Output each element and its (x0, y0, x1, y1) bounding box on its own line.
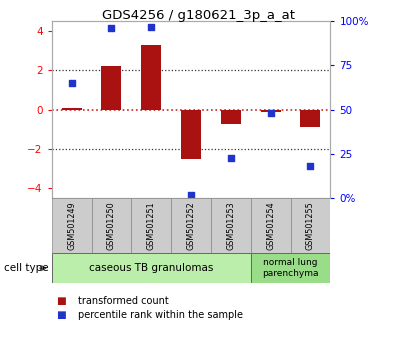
Bar (52, 198, 92, 253)
Bar (141, 45, 161, 110)
Point (68, 80, 75, 86)
Point (228, 155, 234, 160)
Text: GSM501255: GSM501255 (306, 201, 315, 250)
Text: caseous TB granulomas: caseous TB granulomas (89, 263, 213, 273)
Text: GSM501251: GSM501251 (147, 201, 156, 250)
Text: ■: ■ (56, 310, 65, 320)
Bar (261, 110, 281, 112)
Bar (92, 198, 131, 253)
Text: GSM501249: GSM501249 (67, 201, 76, 250)
Bar (131, 198, 171, 253)
Bar (251, 198, 291, 253)
Bar (62, 108, 82, 110)
Text: normal lung
parenchyma: normal lung parenchyma (262, 258, 319, 278)
Bar (211, 198, 251, 253)
Bar (291, 198, 330, 253)
Text: percentile rank within the sample: percentile rank within the sample (78, 310, 243, 320)
Text: GSM501253: GSM501253 (226, 201, 235, 250)
Point (267, 110, 274, 116)
Point (148, 24, 154, 29)
Text: GDS4256 / g180621_3p_a_at: GDS4256 / g180621_3p_a_at (103, 9, 295, 22)
Point (188, 192, 194, 198)
Bar (181, 110, 201, 159)
Text: GSM501252: GSM501252 (187, 201, 195, 250)
Bar (101, 67, 121, 110)
Bar (171, 198, 211, 253)
Point (307, 164, 314, 169)
Text: ■: ■ (56, 296, 65, 306)
Point (108, 25, 115, 31)
Bar (251, 253, 330, 283)
Bar (52, 253, 251, 283)
Text: cell type: cell type (4, 263, 49, 273)
Bar (221, 110, 241, 124)
Text: GSM501250: GSM501250 (107, 201, 116, 250)
Text: GSM501254: GSM501254 (266, 201, 275, 250)
Text: transformed count: transformed count (78, 296, 168, 306)
Bar (300, 110, 320, 127)
